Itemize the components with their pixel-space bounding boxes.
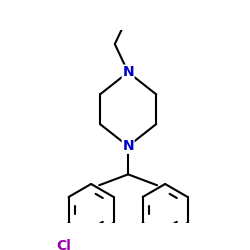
Text: N: N [122, 139, 134, 153]
Text: Cl: Cl [56, 239, 71, 250]
Text: N: N [122, 65, 134, 79]
